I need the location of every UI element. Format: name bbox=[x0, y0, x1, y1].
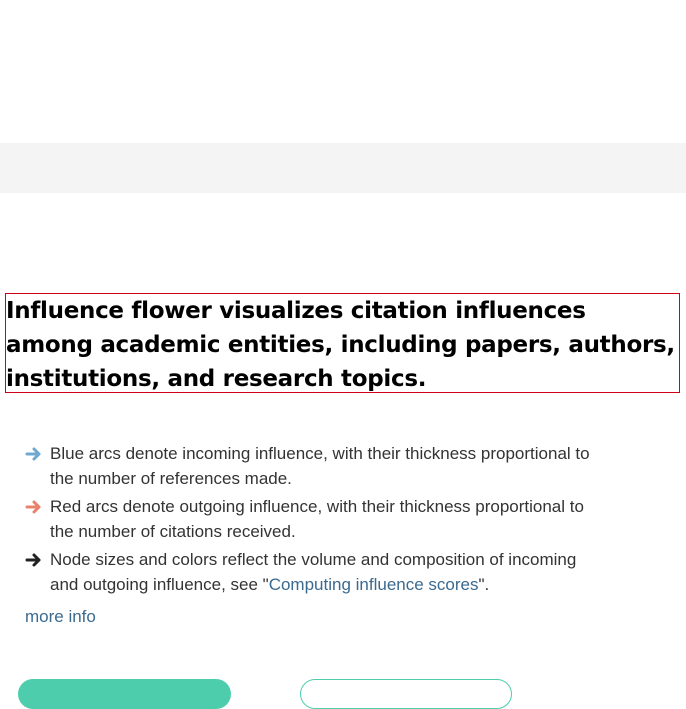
node-sizes-text-after: ". bbox=[478, 574, 490, 594]
list-item-outgoing: Red arcs denote outgoing influence, with… bbox=[25, 495, 605, 544]
secondary-button[interactable] bbox=[300, 679, 512, 709]
arrow-right-red-icon bbox=[25, 500, 41, 514]
arrow-right-black-icon bbox=[25, 553, 41, 567]
node-sizes-text-before: Node sizes and colors reflect the volume… bbox=[50, 550, 577, 594]
more-info-link[interactable]: more info bbox=[25, 607, 96, 626]
headline: Influence flower visualizes citation inf… bbox=[6, 298, 675, 392]
incoming-text: Blue arcs denote incoming influence, wit… bbox=[50, 444, 590, 488]
outgoing-text: Red arcs denote outgoing influence, with… bbox=[50, 497, 584, 541]
arrow-right-blue-icon bbox=[25, 447, 41, 461]
gray-band bbox=[0, 143, 686, 193]
primary-button[interactable] bbox=[18, 679, 231, 709]
list-item-node-sizes: Node sizes and colors reflect the volume… bbox=[25, 548, 605, 597]
computing-influence-scores-link[interactable]: Computing influence scores bbox=[268, 574, 479, 594]
headline-highlight-box bbox=[5, 293, 680, 393]
legend-list: Blue arcs denote incoming influence, wit… bbox=[25, 442, 605, 601]
list-item-incoming: Blue arcs denote incoming influence, wit… bbox=[25, 442, 605, 491]
